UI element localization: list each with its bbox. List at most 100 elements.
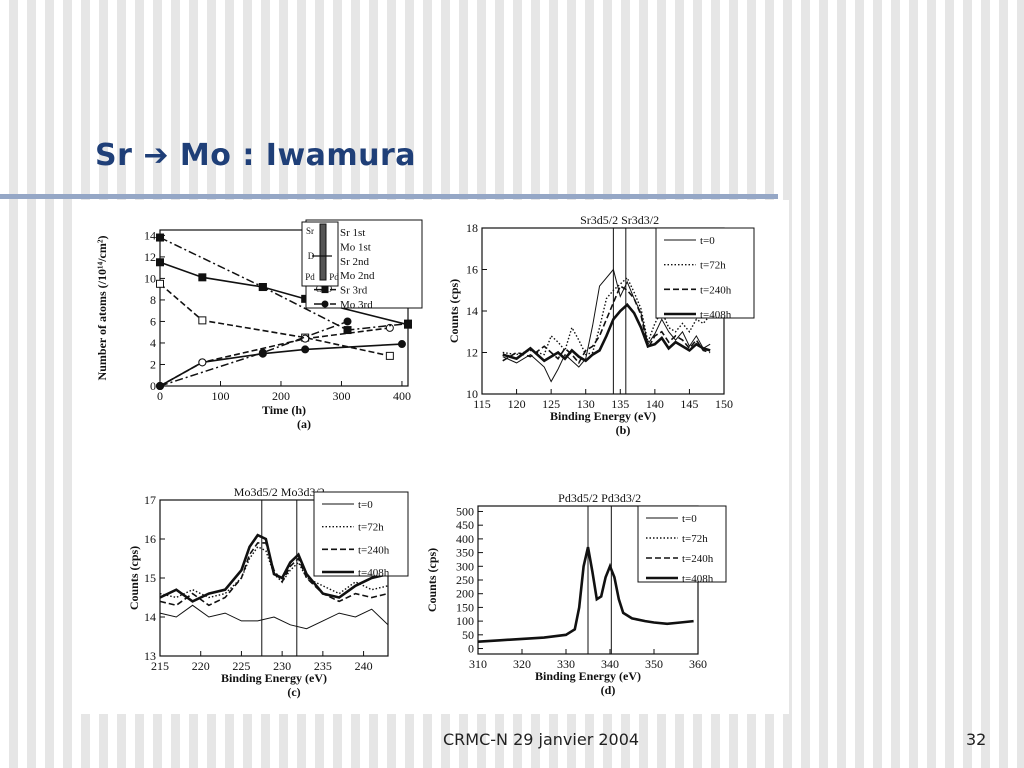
y-tick-label: 17 (144, 493, 156, 507)
legend-label: Mo 3rd (340, 299, 373, 311)
inset-label: Pd (305, 272, 315, 282)
peak-labels: Pd3d5/2 Pd3d3/2 (558, 491, 641, 505)
data-point (198, 273, 207, 282)
x-tick-label: 360 (689, 657, 707, 671)
series-line (477, 546, 694, 643)
data-point (198, 316, 207, 325)
x-tick-label: 100 (211, 389, 229, 403)
y-tick-label: 400 (456, 532, 474, 546)
data-point (404, 319, 412, 328)
y-tick-label: 6 (150, 314, 156, 328)
data-point (343, 326, 352, 335)
inset-label: Pd (329, 272, 339, 282)
data-point (156, 233, 164, 242)
data-point (258, 283, 267, 292)
legend-label: t=72h (700, 260, 726, 272)
x-tick-label: 125 (542, 397, 560, 411)
legend-label: Sr 3rd (340, 285, 368, 297)
y-tick-label: 8 (150, 293, 156, 307)
slide-title: Sr ➔ Mo : Iwamura (95, 138, 417, 173)
y-axis-label: Counts (cps) (127, 546, 141, 610)
x-tick-label: 150 (715, 397, 733, 411)
panel-label: (a) (297, 417, 311, 431)
series-line (159, 533, 389, 603)
y-tick-label: 15 (144, 571, 156, 585)
data-point (343, 317, 352, 326)
x-tick-label: 120 (508, 397, 526, 411)
legend-label: Mo 1st (340, 241, 371, 253)
y-tick-label: 14 (466, 304, 478, 318)
panel-label: (c) (287, 685, 300, 699)
x-tick-label: 130 (577, 397, 595, 411)
legend-label: t=0 (682, 513, 697, 525)
data-point (385, 351, 394, 360)
inset-layer (319, 223, 327, 281)
y-axis-label: Number of atoms (/10¹⁴/cm²) (95, 236, 109, 381)
inset-label: CaO (316, 284, 333, 294)
data-point (198, 358, 207, 367)
data-point (385, 323, 394, 332)
x-tick-label: 400 (393, 389, 411, 403)
page-number: 32 (966, 730, 987, 749)
y-tick-label: 10 (466, 387, 478, 401)
x-tick-label: 310 (469, 657, 487, 671)
footer-left: CRMC-N 29 janvier 2004 (443, 730, 640, 749)
x-axis-label: Time (h) (262, 403, 306, 417)
series-line (502, 276, 711, 356)
legend-label: t=240h (358, 544, 390, 556)
y-tick-label: 350 (456, 546, 474, 560)
x-tick-label: 235 (314, 659, 332, 673)
y-tick-label: 16 (466, 263, 478, 277)
y-tick-label: 250 (456, 573, 474, 587)
series-line (159, 320, 348, 387)
peak-labels: Mo3d5/2 Mo3d3/2 (234, 485, 325, 499)
legend-marker (321, 286, 329, 294)
x-tick-label: 330 (557, 657, 575, 671)
y-axis-label: Counts (cps) (447, 279, 461, 343)
y-tick-label: 14 (144, 228, 156, 242)
title-divider (0, 194, 778, 199)
legend-label: t=240h (700, 284, 732, 296)
y-tick-label: 18 (466, 221, 478, 235)
legend-box (655, 227, 755, 319)
legend-box (637, 505, 727, 583)
x-tick-label: 225 (232, 659, 250, 673)
inset-label: D (308, 251, 315, 261)
peak-labels: Sr3d5/2 Sr3d3/2 (580, 213, 659, 227)
y-tick-label: 100 (456, 614, 474, 628)
figure-panel: 0 100 200 300 400 0 2 4 6 8 10 12 14 Time (h) Number o… (76, 200, 789, 714)
series-line (159, 604, 389, 630)
y-tick-label: 0 (468, 642, 474, 656)
y-tick-label: 500 (456, 504, 474, 518)
x-tick-label: 230 (273, 659, 291, 673)
panel-label: (d) (601, 683, 616, 697)
legend-box (313, 491, 409, 577)
legend-label: t=408h (700, 309, 732, 321)
data-point (156, 279, 164, 288)
y-tick-label: 0 (150, 379, 156, 393)
x-tick-label: 135 (611, 397, 629, 411)
y-tick-label: 13 (144, 649, 156, 663)
legend-label: t=408h (358, 567, 390, 579)
series-line (502, 268, 711, 383)
y-tick-label: 300 (456, 559, 474, 573)
y-tick-label: 150 (456, 600, 474, 614)
y-tick-label: 12 (466, 346, 478, 360)
x-tick-label: 145 (680, 397, 698, 411)
y-tick-label: 12 (144, 250, 156, 264)
y-tick-label: 2 (150, 357, 156, 371)
series-line (159, 236, 409, 331)
legend-label: Sr 2nd (340, 256, 370, 268)
x-axis-label: Binding Energy (eV) (550, 409, 656, 423)
data-point (301, 345, 310, 354)
legend-label: t=408h (682, 573, 714, 585)
series-line (502, 284, 711, 365)
x-tick-label: 140 (646, 397, 664, 411)
legend-label: t=0 (700, 235, 715, 247)
y-tick-label: 200 (456, 587, 474, 601)
legend-label: Sr 1st (340, 227, 365, 239)
legend-label: t=0 (358, 499, 373, 511)
x-tick-label: 215 (151, 659, 169, 673)
y-tick-label: 16 (144, 532, 156, 546)
